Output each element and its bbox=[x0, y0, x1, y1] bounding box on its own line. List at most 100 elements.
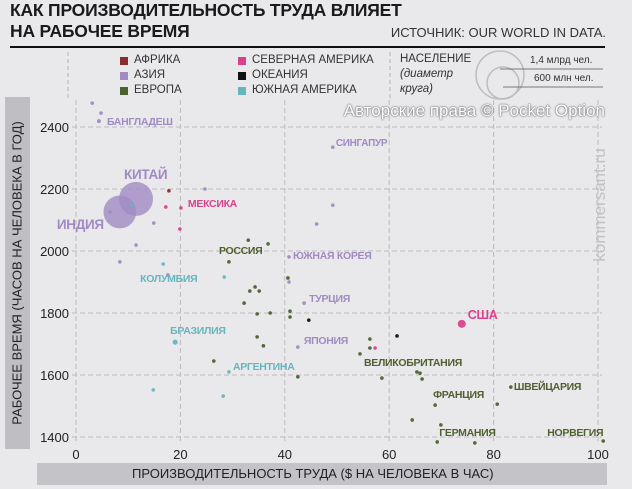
data-point bbox=[108, 210, 112, 214]
data-point bbox=[288, 315, 292, 319]
legend-swatch bbox=[120, 71, 128, 80]
chart-title: КАК ПРОИЗВОДИТЕЛЬНОСТЬ ТРУДА ВЛИЯЕТ НА Р… bbox=[10, 0, 402, 42]
data-point bbox=[178, 227, 182, 231]
legend-swatch bbox=[238, 86, 246, 95]
data-point bbox=[288, 309, 292, 313]
data-point bbox=[415, 370, 419, 374]
point-label: СИНГАПУР bbox=[336, 138, 388, 149]
data-point bbox=[151, 388, 156, 392]
data-point bbox=[255, 312, 259, 316]
data-point bbox=[242, 301, 246, 305]
data-point bbox=[358, 352, 362, 356]
data-point bbox=[253, 285, 257, 289]
x-tick-label: 60 bbox=[382, 447, 396, 462]
point-label: ВЕЛИКОБРИТАНИЯ bbox=[364, 357, 462, 369]
data-point bbox=[151, 221, 156, 225]
legend-item: ЕВРОПА bbox=[120, 84, 182, 97]
point-label: ЯПОНИЯ bbox=[304, 335, 348, 347]
data-point bbox=[473, 441, 477, 445]
y-tick-label: 2000 bbox=[40, 244, 69, 259]
data-point bbox=[380, 376, 384, 380]
copyright-watermark: Авторские права © Pocket Option bbox=[343, 101, 605, 120]
data-point bbox=[268, 311, 272, 315]
point-label: ГЕРМАНИЯ bbox=[439, 427, 495, 439]
data-point bbox=[163, 205, 168, 209]
data-point bbox=[435, 440, 440, 444]
data-point bbox=[99, 111, 103, 115]
legend-label: АФРИКА bbox=[134, 54, 181, 66]
data-point bbox=[395, 334, 399, 338]
title-line-1: КАК ПРОИЗВОДИТЕЛЬНОСТЬ ТРУДА ВЛИЯЕТ bbox=[10, 0, 402, 20]
x-axis-label: ПРОИЗВОДИТЕЛЬНОСТЬ ТРУДА ($ НА ЧЕЛОВЕКА … bbox=[132, 466, 494, 481]
legend-swatch bbox=[238, 56, 246, 65]
legend-item: АФРИКА bbox=[120, 54, 180, 67]
y-tick-label: 2400 bbox=[40, 120, 69, 135]
source-note: ИСТОЧНИК: OUR WORLD IN DATA. bbox=[390, 25, 606, 40]
data-point bbox=[255, 335, 259, 339]
data-point bbox=[420, 377, 424, 381]
legend-label: СЕВЕРНАЯ АМЕРИКА bbox=[252, 54, 374, 66]
data-point bbox=[495, 402, 500, 406]
data-point bbox=[212, 359, 216, 363]
data-point bbox=[227, 260, 231, 264]
data-point bbox=[331, 145, 335, 149]
data-point bbox=[368, 337, 372, 341]
data-point bbox=[302, 301, 306, 305]
data-point bbox=[161, 262, 165, 266]
legend-label: АЗИЯ bbox=[134, 69, 166, 81]
data-point bbox=[222, 275, 227, 279]
x-axis-label-band bbox=[37, 463, 607, 485]
data-point bbox=[90, 101, 94, 105]
size-legend-subtitle: (диаметр круга) bbox=[400, 68, 453, 95]
data-point bbox=[287, 255, 291, 259]
legend-swatch bbox=[120, 86, 128, 95]
point-label: КОЛУМБИЯ bbox=[140, 273, 197, 285]
size-legend-small-circle bbox=[486, 66, 520, 100]
y-tick-label: 1400 bbox=[40, 430, 69, 445]
data-point bbox=[509, 385, 513, 389]
x-tick-label: 0 bbox=[72, 447, 79, 462]
point-label: НОРВЕГИЯ bbox=[547, 427, 603, 439]
legend-item: ОКЕАНИЯ bbox=[238, 69, 308, 82]
point-label: ЮЖНАЯ КОРЕЯ bbox=[293, 250, 372, 262]
data-point bbox=[96, 119, 101, 124]
y-axis-label-band bbox=[5, 97, 30, 449]
point-label: БАНГЛАДЕШ bbox=[107, 116, 173, 128]
legend-label: ЕВРОПА bbox=[134, 84, 182, 96]
data-point bbox=[296, 375, 300, 379]
data-point bbox=[266, 242, 270, 246]
point-label: ТУРЦИЯ bbox=[309, 293, 350, 305]
point-label: ФРАНЦИЯ bbox=[433, 389, 484, 401]
data-point bbox=[287, 280, 291, 284]
header-rule bbox=[10, 46, 605, 48]
data-point bbox=[286, 276, 290, 280]
data-point bbox=[439, 423, 443, 427]
legend-item: ЮЖНАЯ АМЕРИКА bbox=[238, 84, 357, 97]
data-point bbox=[296, 345, 300, 349]
data-point bbox=[601, 439, 606, 443]
legend-swatch bbox=[120, 56, 128, 65]
data-point bbox=[103, 195, 137, 229]
x-tick-label: 40 bbox=[278, 447, 292, 462]
size-legend-large-label: 1,4 млрд чел. bbox=[530, 55, 593, 66]
data-point bbox=[172, 339, 178, 345]
point-label: БРАЗИЛИЯ bbox=[170, 325, 225, 337]
data-point bbox=[373, 346, 377, 350]
point-label: АРГЕНТИНА bbox=[233, 361, 295, 373]
data-point bbox=[257, 289, 262, 293]
x-tick-label: 80 bbox=[486, 447, 500, 462]
point-label: США bbox=[468, 308, 498, 322]
point-label: КИТАЙ bbox=[124, 167, 167, 182]
point-label: МЕКСИКА bbox=[188, 198, 238, 210]
data-point bbox=[118, 260, 122, 264]
size-legend-heading: НАСЕЛЕНИЕ bbox=[400, 53, 472, 65]
data-point bbox=[331, 203, 335, 207]
data-point bbox=[134, 243, 138, 247]
point-label: РОССИЯ bbox=[219, 245, 262, 257]
y-tick-label: 1600 bbox=[40, 368, 69, 383]
data-point bbox=[167, 189, 171, 193]
legend-label: ЮЖНАЯ АМЕРИКА bbox=[252, 84, 357, 96]
data-point bbox=[227, 370, 231, 374]
data-point bbox=[248, 289, 252, 293]
